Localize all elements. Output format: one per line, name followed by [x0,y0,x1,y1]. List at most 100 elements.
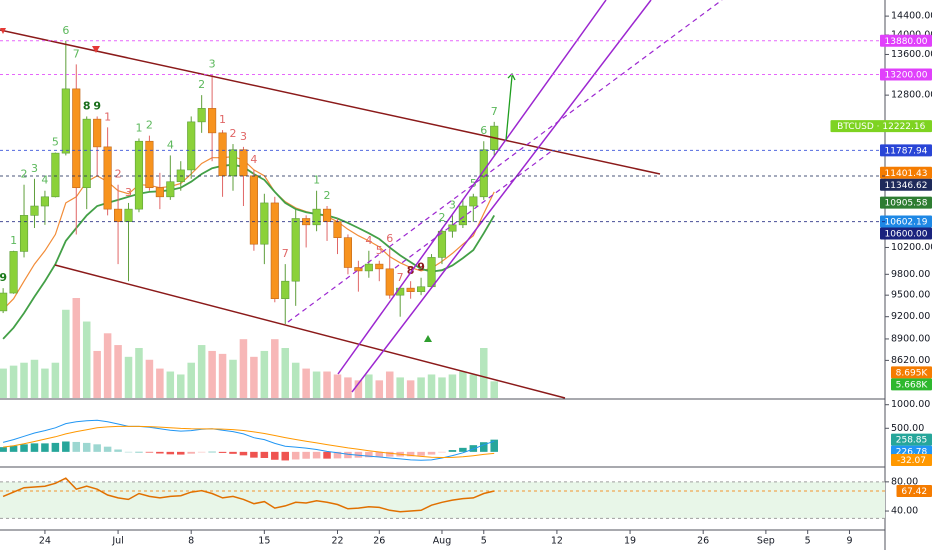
td-count: 4 [365,234,372,247]
volume-bar [124,356,133,398]
volume-bar [197,345,206,398]
macd-histogram [385,451,394,457]
macd-histogram [448,450,457,452]
volume-bar [396,377,404,398]
price-tag-label: 8.695K [896,368,929,378]
macd-histogram [72,441,81,452]
volume-bar [302,368,310,398]
macd-histogram [20,444,28,452]
candle-body [103,146,112,210]
td-count: 3 [209,57,216,70]
candle-body [270,202,279,300]
candle-body [155,187,164,198]
macd-histogram [62,441,70,452]
td-count: 7 [73,47,80,60]
y-tick-label: 80.00 [891,476,918,487]
candle-body [51,152,60,198]
volume-bar [82,321,91,398]
macd-histogram [302,451,310,459]
macd-histogram [490,439,498,452]
td-count: 5 [470,177,477,190]
td-count: 2 [230,127,237,140]
candle-body [134,140,144,210]
volume-bar [93,350,101,398]
macd-histogram [291,451,300,460]
macd-histogram [333,451,342,459]
x-tick-label: 12 [551,536,563,547]
price-tag-label: 13200.00 [885,70,928,80]
price-tag-label: 10602.19 [885,218,928,228]
td-count: 1 [313,174,320,187]
volume-bar [333,374,342,398]
x-tick-label: 15 [258,536,270,547]
volume-bar [72,298,81,398]
td-count: 9 [0,271,7,284]
td-count: 4 [167,138,174,151]
y-tick-label: 1000.00 [891,399,930,410]
macd-signal-line [3,425,495,459]
price-tag-label: -32.07 [897,456,926,466]
price-tag [880,144,932,157]
macd-histogram [239,451,248,456]
price-tag-label: 10600.00 [885,230,928,240]
price-tag [880,196,932,209]
macd-histogram [124,451,133,453]
price-tag [880,68,932,81]
macd-histogram [365,451,373,458]
td-count: 1 [219,113,226,126]
macd-histogram [30,443,39,452]
volume-bar [406,380,415,398]
rsi-line [2,477,495,513]
price-tag-label: 5.668K [896,380,929,390]
y-tick-label: 13600.00 [891,49,932,60]
channel-line [0,29,661,175]
td-count: 5 [52,136,59,149]
x-tick-label: 8 [188,536,194,547]
td-count: 3 [31,162,38,175]
macd-histogram [281,451,290,461]
candle-body [72,88,81,189]
macd-histogram [250,451,258,458]
td-count: 7 [282,247,289,260]
candle-body [249,175,258,245]
price-tag [891,454,932,466]
candle-body [458,205,467,226]
volume-bar [344,377,352,398]
x-tick-label: 22 [331,536,343,547]
macd-histogram [271,451,279,460]
td-count: 1 [10,234,17,247]
candle-body [364,263,373,272]
volume-bar [438,377,446,398]
macd-histogram [312,451,321,459]
macd-histogram [41,443,49,452]
candle-body [375,263,384,270]
price-tag-label: BTCUSD · 12222.16 [837,122,925,132]
volume-bar [62,309,70,398]
candle-body [417,286,426,292]
x-tick-label: 5 [805,536,811,547]
candle-body [166,181,175,198]
td-count: 3 [449,198,456,211]
td-count: 5 [376,244,383,257]
price-tag [880,178,932,191]
td-count: 4 [250,153,257,166]
candle-body [9,251,18,294]
macd-histogram [82,442,91,452]
volume-bar [239,339,248,398]
volume-bar [417,377,425,398]
x-tick-label: 19 [624,536,636,547]
td-count: 1 [104,110,111,123]
x-tick-label: Jul [111,536,123,547]
candle-body [61,88,70,154]
volume-bar [271,339,279,398]
candle-body [354,267,363,272]
volume-bar [260,350,269,398]
arrow [505,75,513,141]
y-tick-label: 9500.00 [891,290,930,301]
price-tag-label: 258.85 [896,436,928,446]
volume-bar [312,371,321,398]
price-tag [891,378,932,391]
volume-bar [135,348,143,398]
candle-body [30,205,39,216]
macd-histogram [208,451,216,453]
